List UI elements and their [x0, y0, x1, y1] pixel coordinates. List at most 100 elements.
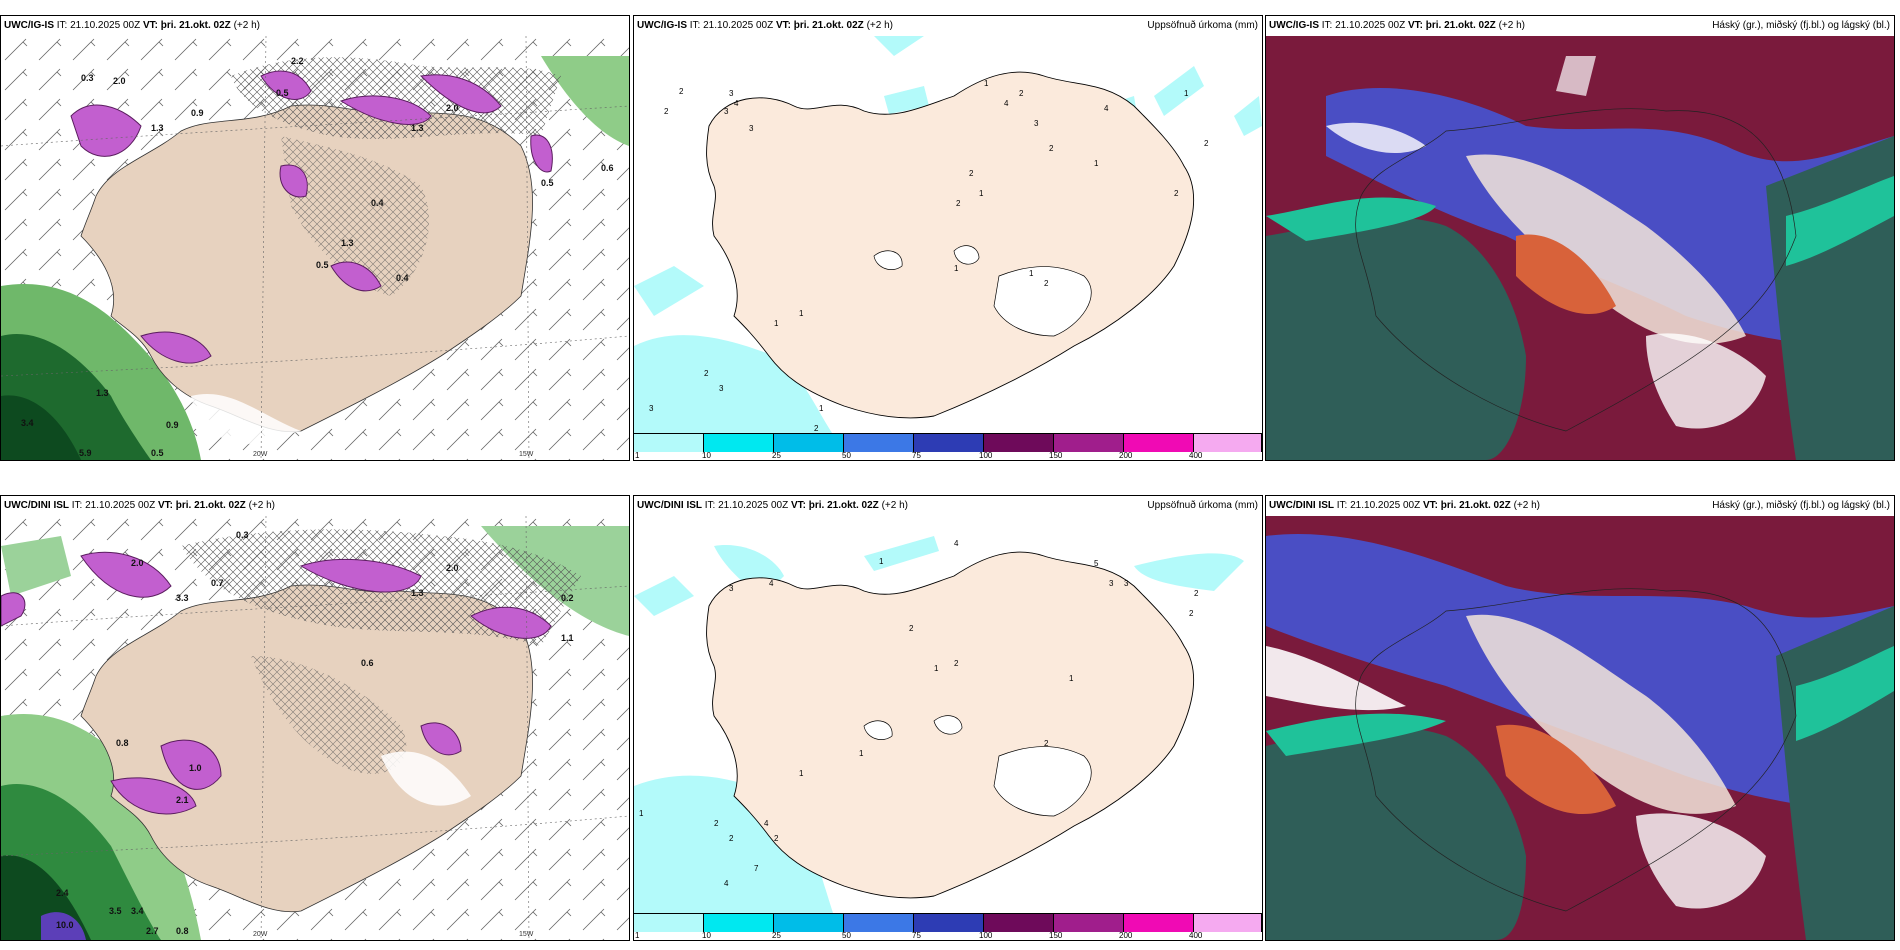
svg-text:7: 7: [754, 864, 759, 873]
svg-text:2.2: 2.2: [291, 56, 304, 66]
svg-text:2: 2: [1189, 609, 1194, 618]
colorbar-seg: [844, 914, 914, 932]
svg-text:3: 3: [1034, 119, 1039, 128]
colorbar-seg: [1124, 914, 1194, 932]
panel-title: Háský (gr.), miðský (fj.bl.) og lágský (…: [1712, 500, 1890, 511]
colorbar-seg: [1054, 914, 1124, 932]
precip-colorbar: 1 10 25 50 75 100 150 200 400: [634, 433, 1262, 460]
colorbar-tick: 25: [772, 931, 781, 940]
panel-accum-precip-igis: UWC/IG-IS IT: 21.10.2025 00Z VT: þri. 21…: [633, 15, 1263, 461]
svg-text:2: 2: [814, 424, 819, 433]
svg-text:3.5: 3.5: [109, 906, 122, 916]
colorbar-tick: 150: [1049, 451, 1063, 460]
svg-text:0.6: 0.6: [601, 163, 614, 173]
colorbar-seg: [844, 434, 914, 452]
svg-text:0.3: 0.3: [236, 530, 249, 540]
svg-text:2: 2: [954, 659, 959, 668]
panel-header: UWC/DINI ISL IT: 21.10.2025 00Z VT: þri.…: [634, 496, 1262, 516]
wind-precip-map: 0.3 2.0 3.3 0.7 2.0 1.3 0.6 0.8 1.0 2.1 2.4 10.0…: [1, 516, 629, 940]
svg-text:1.0: 1.0: [189, 763, 202, 773]
svg-text:1: 1: [1069, 674, 1074, 683]
svg-text:0.5: 0.5: [541, 178, 554, 188]
svg-text:3: 3: [719, 384, 724, 393]
svg-text:0.8: 0.8: [116, 738, 129, 748]
svg-text:2: 2: [909, 624, 914, 633]
svg-text:3: 3: [724, 107, 729, 116]
svg-text:1.3: 1.3: [411, 123, 424, 133]
svg-text:0.8: 0.8: [176, 926, 189, 936]
svg-text:10.0: 10.0: [56, 920, 74, 930]
svg-text:3: 3: [749, 124, 754, 133]
svg-text:2.0: 2.0: [113, 76, 126, 86]
colorbar-seg: [1054, 434, 1124, 452]
svg-text:0.6: 0.6: [361, 658, 374, 668]
svg-text:2: 2: [714, 819, 719, 828]
svg-text:0.5: 0.5: [316, 260, 329, 270]
svg-text:1.3: 1.3: [341, 238, 354, 248]
colorbar-seg: [1194, 914, 1262, 932]
svg-text:1.1: 1.1: [561, 633, 574, 643]
svg-text:2: 2: [1044, 279, 1049, 288]
colorbar-tick: 100: [979, 931, 993, 940]
svg-text:4: 4: [769, 579, 774, 588]
colorbar-tick: 1: [635, 451, 640, 460]
svg-text:1: 1: [1029, 269, 1034, 278]
panel-title: Uppsöfnuð úrkoma (mm): [1147, 500, 1258, 511]
colorbar-seg: [704, 434, 774, 452]
panel-title: Uppsöfnuð úrkoma (mm): [1147, 20, 1258, 31]
panel-header: UWC/IG-IS IT: 21.10.2025 00Z VT: þri. 21…: [634, 16, 1262, 36]
panel-clouds-dini: UWC/DINI ISL IT: 21.10.2025 00Z VT: þri.…: [1265, 495, 1895, 941]
svg-text:1.3: 1.3: [151, 123, 164, 133]
svg-text:1: 1: [819, 404, 824, 413]
svg-text:0.7: 0.7: [211, 578, 224, 588]
svg-text:2: 2: [679, 87, 684, 96]
svg-text:5.9: 5.9: [79, 448, 92, 458]
colorbar-seg: [774, 914, 844, 932]
svg-text:0.5: 0.5: [151, 448, 164, 458]
svg-text:1.3: 1.3: [96, 388, 109, 398]
svg-text:2: 2: [969, 169, 974, 178]
colorbar-tick: 10: [702, 451, 711, 460]
svg-text:3: 3: [729, 584, 734, 593]
green-precip-ne: [541, 56, 629, 146]
colorbar-tick: 200: [1119, 931, 1133, 940]
colorbar-seg: [774, 434, 844, 452]
svg-text:2.0: 2.0: [446, 563, 459, 573]
svg-text:3: 3: [1109, 579, 1114, 588]
svg-text:0.4: 0.4: [396, 273, 409, 283]
colorbar-seg: [914, 434, 984, 452]
svg-text:4: 4: [954, 539, 959, 548]
colorbar-tick: 400: [1189, 451, 1203, 460]
svg-text:2: 2: [729, 834, 734, 843]
svg-text:4: 4: [764, 819, 769, 828]
svg-text:0.4: 0.4: [371, 198, 384, 208]
colorbar-tick: 400: [1189, 931, 1203, 940]
colorbar-seg: [634, 914, 704, 932]
lon-label-15w: 15W: [519, 931, 534, 938]
iceland-land: [706, 71, 1195, 419]
colorbar-seg: [634, 434, 704, 452]
svg-text:0.9: 0.9: [191, 108, 204, 118]
colorbar-tick: 75: [912, 451, 921, 460]
svg-text:3: 3: [649, 404, 654, 413]
panel-wind-precip-dini: UWC/DINI ISL IT: 21.10.2025 00Z VT: þri.…: [0, 495, 630, 941]
lon-label-15w: 15W: [519, 451, 534, 458]
svg-text:2.0: 2.0: [131, 558, 144, 568]
colorbar-tick: 50: [842, 931, 851, 940]
svg-text:0.3: 0.3: [81, 73, 94, 83]
svg-text:0.2: 0.2: [561, 593, 574, 603]
svg-text:1: 1: [799, 769, 804, 778]
svg-text:1: 1: [1184, 89, 1189, 98]
svg-text:1: 1: [979, 189, 984, 198]
svg-text:1: 1: [639, 809, 644, 818]
colorbar-tick: 25: [772, 451, 781, 460]
lon-label-20w: 20W: [253, 931, 268, 938]
colorbar-tick: 50: [842, 451, 851, 460]
svg-text:2.0: 2.0: [446, 103, 459, 113]
colorbar-seg: [1194, 434, 1262, 452]
svg-text:3.3: 3.3: [176, 593, 189, 603]
svg-text:2: 2: [1044, 739, 1049, 748]
svg-text:1: 1: [954, 264, 959, 273]
